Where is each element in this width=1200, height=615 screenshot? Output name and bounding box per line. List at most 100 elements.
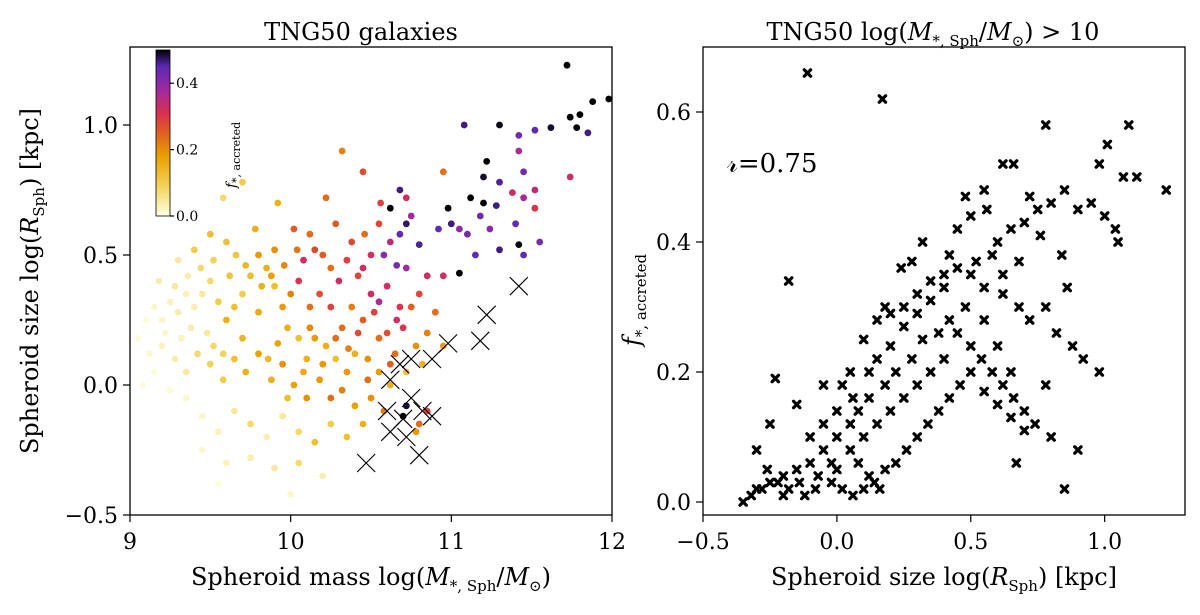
accretion-point <box>1046 432 1056 442</box>
right-xlabel-sub: Sph <box>1008 577 1038 595</box>
x-tick-label: 0.0 <box>819 530 854 555</box>
accretion-point <box>933 328 944 338</box>
galaxy-point <box>423 329 431 337</box>
accretion-point <box>944 250 955 260</box>
galaxy-point <box>215 298 222 306</box>
accretion-point <box>845 445 856 455</box>
colorbar-ticks: 0.0 0.2 0.4 <box>170 76 198 225</box>
galaxy-point <box>439 272 447 280</box>
accretion-point <box>791 464 802 475</box>
accretion-point <box>1099 211 1110 221</box>
accretion-point <box>751 445 762 455</box>
right-title-slash: / <box>979 18 988 46</box>
galaxy-point <box>354 329 362 337</box>
galaxy-point <box>182 394 190 402</box>
accretion-point <box>891 367 901 377</box>
galaxy-point <box>287 290 295 298</box>
left-ylabel-prefix: Spheroid size log( <box>16 235 44 454</box>
accretion-point <box>912 308 923 319</box>
accretion-point <box>746 490 756 501</box>
left-y-ticks: −0.5 0.0 0.5 1.0 <box>65 114 130 529</box>
galaxy-point <box>412 342 420 350</box>
galaxy-point <box>174 308 182 316</box>
accretion-point <box>864 393 874 403</box>
accretion-point <box>1040 380 1051 390</box>
accretion-point <box>802 68 813 78</box>
right-title-msun: M <box>986 18 1013 46</box>
galaxy-point <box>300 256 307 264</box>
galaxy-point <box>271 282 278 290</box>
galaxy-point <box>383 329 391 337</box>
accretion-point <box>1046 198 1056 208</box>
galaxy-point <box>206 360 214 368</box>
y-tick-label: 1.0 <box>83 114 118 139</box>
galaxy-point <box>402 220 410 228</box>
galaxy-point <box>435 225 442 233</box>
galaxy-point <box>319 472 327 480</box>
galaxy-point <box>293 246 301 254</box>
left-x-ticks: 9 10 11 12 <box>123 515 626 555</box>
galaxy-point <box>247 272 254 280</box>
galaxy-point <box>375 220 383 228</box>
galaxy-point <box>150 303 158 311</box>
accretion-point <box>853 406 864 416</box>
galaxy-point <box>460 121 468 129</box>
accretion-point <box>872 315 882 325</box>
galaxy-point <box>338 386 346 394</box>
galaxy-point <box>348 238 356 246</box>
cross-marker <box>509 276 529 296</box>
galaxy-point <box>520 194 527 202</box>
galaxy-point <box>566 113 574 121</box>
galaxy-point <box>139 381 147 389</box>
accretion-point <box>965 367 976 377</box>
accretion-point <box>891 458 901 468</box>
accretion-point <box>1011 458 1022 468</box>
accretion-point <box>998 289 1008 299</box>
accretion-point <box>1051 328 1062 338</box>
accretion-point <box>845 419 856 429</box>
galaxy-point <box>295 459 303 467</box>
galaxy-point <box>375 368 383 376</box>
accretion-point <box>998 159 1008 169</box>
galaxy-point <box>322 194 330 202</box>
galaxy-point <box>332 334 340 342</box>
galaxy-point <box>480 199 487 207</box>
galaxy-point <box>290 225 298 233</box>
galaxy-point <box>480 173 487 181</box>
accretion-point <box>880 464 890 475</box>
galaxy-point <box>472 251 479 259</box>
galaxy-point <box>190 303 198 311</box>
galaxy-point <box>279 412 286 420</box>
y-tick-label: −0.5 <box>65 504 118 529</box>
galaxy-point <box>348 303 356 311</box>
galaxy-point <box>319 360 327 368</box>
accretion-point <box>1006 412 1016 423</box>
galaxy-point <box>223 459 230 467</box>
x-tick-label: 10 <box>277 530 305 555</box>
accretion-point <box>1008 393 1019 403</box>
galaxy-point <box>271 464 278 472</box>
cross-marker <box>390 354 410 374</box>
galaxy-point <box>343 368 351 376</box>
galaxy-point <box>419 360 426 368</box>
galaxy-point <box>589 98 597 105</box>
left-ylabel-close: ) [kpc] <box>16 108 44 187</box>
galaxy-point <box>415 420 423 428</box>
galaxy-point <box>258 282 266 290</box>
galaxy-point <box>287 490 295 498</box>
galaxy-point <box>263 264 270 272</box>
galaxy-point <box>520 251 527 259</box>
accretion-point <box>837 484 848 494</box>
galaxy-point <box>231 407 238 415</box>
galaxy-point <box>290 381 298 389</box>
galaxy-point <box>415 290 423 298</box>
galaxy-point <box>531 126 539 134</box>
right-x-axis-label: Spheroid size log(RSph) [kpc] <box>771 563 1117 595</box>
accretion-point <box>1113 237 1123 247</box>
accretion-point <box>1132 172 1142 182</box>
cross-stroke-b <box>356 453 376 473</box>
galaxy-point <box>456 269 463 277</box>
galaxy-point <box>439 342 447 350</box>
cross-stroke-b <box>409 445 429 465</box>
